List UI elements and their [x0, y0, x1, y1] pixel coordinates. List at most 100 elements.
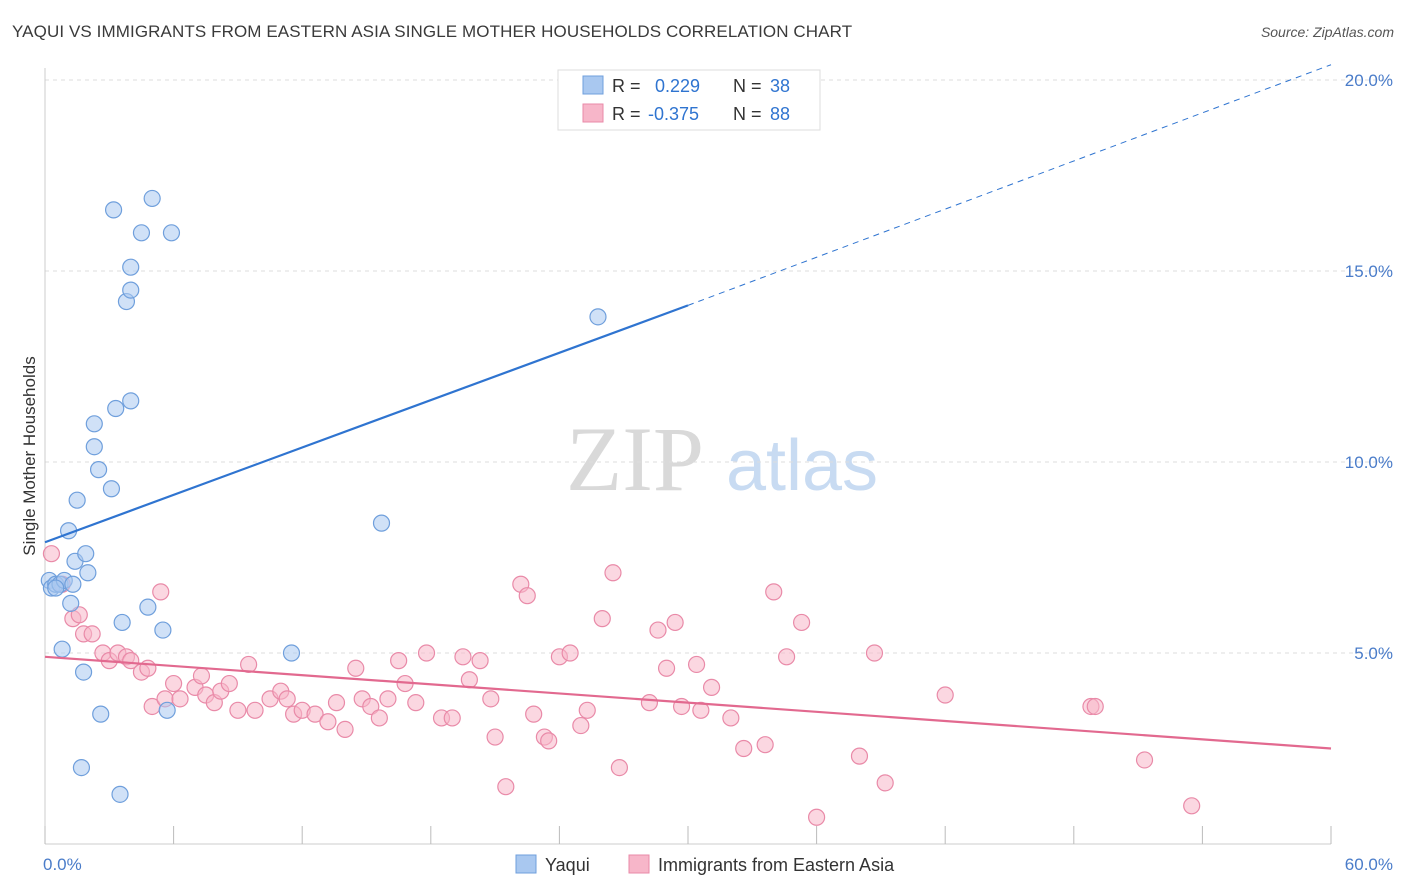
- immigrants-point: [42, 545, 61, 563]
- immigrants-point: [666, 613, 684, 632]
- immigrants-point: [471, 652, 489, 670]
- tick-labels: 5.0% 10.0% 15.0% 20.0% 0.0% 60.0%: [43, 71, 1393, 874]
- yaqui-point: [64, 575, 82, 593]
- yaqui-point: [139, 598, 157, 616]
- yaqui-point: [53, 640, 71, 658]
- immigrants-point: [792, 613, 811, 632]
- immigrants-point: [319, 713, 337, 731]
- chart-title: YAQUI VS IMMIGRANTS FROM EASTERN ASIA SI…: [12, 22, 853, 41]
- legend-n-value-2: 88: [770, 104, 790, 124]
- yaqui-point: [85, 415, 103, 433]
- immigrants-point: [561, 644, 579, 662]
- y-tick-label: 5.0%: [1354, 644, 1393, 663]
- legend-r-label-2: R =: [612, 104, 641, 124]
- immigrants-point: [122, 652, 140, 670]
- immigrants-point: [229, 701, 247, 719]
- legend-swatch-yaqui: [582, 75, 604, 95]
- immigrants-point: [593, 610, 611, 628]
- immigrants-point: [362, 697, 380, 716]
- bottom-legend-label-yaqui: Yaqui: [545, 855, 590, 875]
- trend-lines: [44, 64, 1332, 750]
- y-axis-label: Single Mother Households: [20, 356, 39, 555]
- immigrants-point: [278, 690, 296, 708]
- immigrants-point: [390, 652, 408, 670]
- immigrants-point: [735, 739, 753, 758]
- immigrants-point: [649, 621, 667, 639]
- immigrants-point: [578, 701, 596, 719]
- yaqui-point: [113, 613, 131, 632]
- yaqui-point: [47, 579, 65, 597]
- immigrants-point: [460, 671, 478, 689]
- legend-r-value-2: -0.375: [648, 104, 699, 124]
- immigrants-point: [756, 736, 774, 754]
- legend-r-label-1: R =: [612, 76, 641, 96]
- immigrants-trend-line: [44, 655, 1332, 750]
- bottom-legend-label-immigrants: Immigrants from Eastern Asia: [658, 855, 895, 875]
- immigrants-point: [171, 690, 189, 708]
- immigrants-point: [454, 648, 472, 666]
- immigrants-point: [482, 690, 500, 708]
- legend-n-label-1: N =: [733, 76, 762, 96]
- y-tick-label: 20.0%: [1345, 71, 1393, 90]
- immigrants-point: [765, 583, 783, 601]
- immigrants-point: [370, 709, 388, 727]
- yaqui-point: [282, 644, 301, 662]
- bottom-legend-swatch-immigrants: [628, 854, 650, 874]
- immigrants-point: [407, 694, 425, 712]
- immigrants-point: [777, 648, 796, 666]
- immigrants-point: [83, 625, 101, 643]
- yaqui-point: [104, 201, 123, 219]
- yaqui-point: [122, 258, 140, 276]
- immigrants-point: [497, 778, 515, 796]
- data-points: [40, 189, 1201, 826]
- immigrants-point: [692, 701, 710, 719]
- immigrants-point: [640, 694, 659, 712]
- immigrants-point: [306, 705, 324, 723]
- series-legend: Yaqui Immigrants from Eastern Asia: [515, 854, 895, 875]
- legend-swatch-immigrants: [582, 103, 604, 123]
- yaqui-point: [132, 224, 151, 242]
- immigrants-point: [1135, 751, 1154, 769]
- yaqui-point: [154, 621, 172, 639]
- axes: [44, 68, 1332, 845]
- immigrants-point: [722, 709, 740, 727]
- immigrants-point: [518, 587, 536, 605]
- stats-legend: R = 0.229 N = 38 R = -0.375 N = 88: [557, 69, 821, 131]
- immigrants-point: [687, 655, 706, 674]
- immigrants-point: [807, 808, 826, 826]
- yaqui-point: [85, 438, 103, 456]
- immigrants-point: [165, 674, 183, 693]
- immigrants-point: [379, 690, 397, 708]
- immigrants-point: [850, 747, 869, 765]
- yaqui-trend-line: [44, 304, 689, 544]
- y-tick-label: 10.0%: [1345, 453, 1393, 472]
- immigrants-point: [327, 694, 346, 712]
- yaqui-point: [158, 701, 176, 719]
- immigrants-point: [240, 655, 258, 674]
- immigrants-point: [246, 701, 264, 719]
- x-tick-label-min: 0.0%: [43, 855, 82, 874]
- immigrants-point: [572, 716, 590, 735]
- yaqui-point: [107, 399, 125, 418]
- legend-r-value-1: 0.229: [655, 76, 700, 96]
- immigrants-point: [540, 732, 558, 750]
- yaqui-point: [68, 491, 86, 509]
- immigrants-point: [443, 709, 461, 727]
- yaqui-point: [122, 392, 140, 410]
- immigrants-point: [604, 564, 622, 582]
- immigrants-point: [936, 686, 954, 704]
- immigrants-point: [192, 667, 211, 685]
- source-label: Source: ZipAtlas.com: [1260, 24, 1394, 40]
- immigrants-point: [1086, 697, 1104, 716]
- yaqui-point: [111, 785, 129, 803]
- immigrants-point: [486, 728, 504, 746]
- yaqui-point: [72, 758, 91, 777]
- yaqui-point: [143, 189, 161, 208]
- immigrants-point: [702, 678, 721, 696]
- immigrants-point: [876, 774, 894, 792]
- immigrants-point: [220, 674, 238, 693]
- yaqui-point: [77, 545, 95, 563]
- yaqui-point: [589, 308, 607, 326]
- bottom-legend-swatch-yaqui: [515, 854, 537, 874]
